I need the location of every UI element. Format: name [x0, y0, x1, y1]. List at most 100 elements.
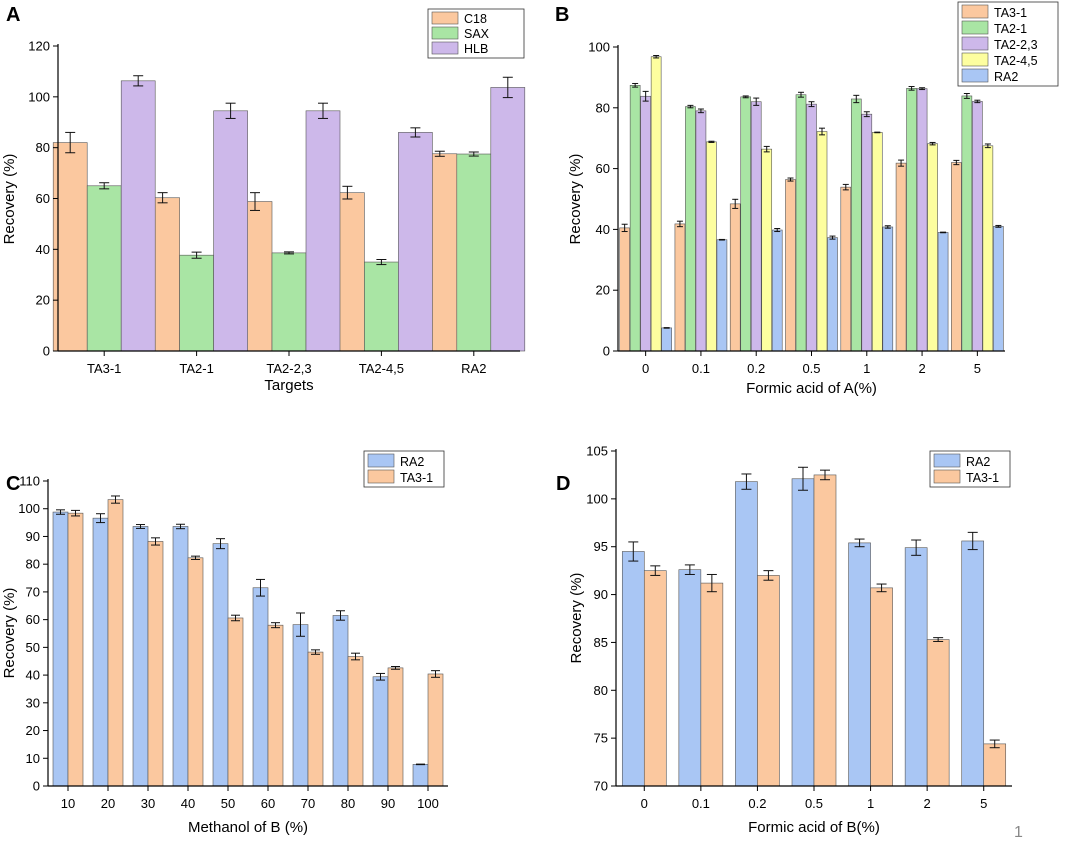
bar-ta3-1-0-2	[757, 575, 780, 787]
y-tick-label: 20	[596, 283, 610, 298]
error-bar	[502, 76, 513, 99]
x-tick-label: 30	[141, 796, 155, 811]
y-tick-label: 20	[36, 293, 50, 308]
y-tick-label: 70	[26, 584, 40, 599]
bar-ta2-4-5-5	[982, 145, 994, 352]
error-bar	[391, 665, 400, 670]
y-tick-label: 10	[26, 751, 40, 766]
y-tick-label: 60	[26, 612, 40, 627]
bar-ta2-2-3-2	[916, 88, 928, 352]
y-tick-label: 90	[594, 587, 608, 602]
y-tick-label: 100	[18, 501, 40, 516]
error-bar	[111, 495, 120, 504]
error-bar	[820, 469, 830, 481]
error-bar	[151, 537, 160, 546]
error-bar	[256, 578, 265, 597]
bar-ra2-0-1	[716, 239, 728, 352]
bar-ta3-1-0-5	[813, 474, 837, 787]
bar-ra2-0-5	[791, 478, 815, 787]
error-bar	[96, 513, 105, 524]
error-bar	[284, 251, 294, 255]
error-bar	[763, 145, 770, 153]
x-axis-label: Targets	[264, 377, 313, 394]
bar-ta3-1-70	[307, 651, 324, 787]
error-bar	[911, 539, 922, 556]
y-tick-label: 70	[594, 779, 608, 794]
legend-swatch-hlb	[431, 41, 459, 55]
bar-ra2-1	[848, 542, 871, 787]
y-tick-label: 80	[594, 683, 608, 698]
legend-label: RA2	[966, 455, 990, 469]
error-bar	[318, 102, 328, 119]
y-tick-label: 30	[26, 695, 40, 710]
error-bar	[718, 238, 725, 241]
bar-ta3-1-10	[67, 512, 84, 787]
x-tick-label: 0	[641, 796, 648, 811]
x-tick-label: 0	[642, 361, 649, 376]
bar-ta2-2-3-0-1	[695, 110, 707, 352]
bar-ra2-90	[372, 676, 389, 787]
bar-ra2-0-5	[827, 237, 838, 352]
error-bar	[231, 614, 240, 622]
error-bar	[56, 509, 65, 515]
bar-ta2-1-2	[906, 88, 917, 352]
chart-panel-a: A 0 20 40 60 80 100 120 TA3-1 TA2-1 TA2-2,3 TA2-4,5…	[1, 4, 526, 394]
error-bar	[908, 86, 915, 91]
x-tick-label: 60	[261, 796, 275, 811]
error-bar	[336, 610, 345, 621]
error-bar	[829, 235, 836, 240]
legend-label: TA3-1	[966, 471, 999, 485]
error-bar	[842, 183, 849, 191]
legend-label: TA3-1	[994, 6, 1027, 20]
bar-ra2-0	[661, 327, 672, 352]
error-bar	[431, 670, 440, 678]
bar-ra2-0-1	[678, 569, 702, 787]
legend-label: C18	[464, 12, 487, 26]
x-tick-label: 20	[101, 796, 115, 811]
error-bar	[732, 198, 739, 209]
panel-label: B	[555, 4, 569, 26]
x-tick-label: 80	[341, 796, 355, 811]
error-bar	[967, 531, 978, 551]
y-tick-label: 95	[594, 539, 608, 554]
error-bar	[410, 127, 421, 138]
bar-c18-TA3-1	[52, 142, 88, 352]
bar-ta2-4-5-0-2	[761, 148, 773, 352]
bar-ra2-5	[961, 540, 985, 787]
x-tick-label: TA2-1	[179, 361, 213, 376]
y-tick-label: 60	[596, 161, 610, 176]
error-bar	[376, 672, 385, 681]
bar-ta2-1-0-1	[685, 106, 696, 352]
bar-ta3-1-30	[147, 541, 164, 787]
error-bar	[940, 231, 947, 234]
bar-ta3-1-5	[983, 743, 1007, 787]
error-bar	[99, 182, 110, 190]
bar-ta2-4-5-0-1	[706, 141, 717, 352]
error-bar	[753, 97, 760, 106]
error-bar	[874, 131, 881, 134]
chart-panel-c: C 0 10 20 30 40 50 60 70 80 90 100 110 10 20 30 40 50 60 70…	[1, 450, 448, 836]
x-axis-label: Methanol of B (%)	[188, 819, 308, 836]
bar-ta3-1-0-1	[674, 223, 686, 352]
x-tick-label: 0.5	[802, 361, 820, 376]
bar-ta2-2-3-1	[861, 113, 873, 352]
legend-swatch-ra2	[933, 453, 961, 468]
legend-swatch-ta2-4-5	[961, 52, 989, 67]
bar-ta3-1-60	[267, 624, 284, 787]
bar-ta2-4-5-0-5	[816, 131, 828, 352]
bar-ta3-1-0-5	[785, 179, 796, 352]
x-tick-label: TA3-1	[87, 361, 121, 376]
bar-ra2-70	[292, 624, 309, 787]
bar-ta3-1-2	[895, 162, 907, 352]
panel-label: A	[6, 4, 20, 26]
y-tick-label: 0	[43, 344, 50, 359]
bar-ra2-10	[52, 511, 69, 787]
error-bar	[250, 192, 260, 211]
legend: TA3-1 TA2-1 TA2-2,3 TA2-4,5 RA2	[957, 1, 1059, 87]
legend-swatch-c18	[431, 11, 459, 25]
legend-swatch-ta2-2-3	[961, 36, 989, 51]
y-tick-label: 60	[36, 191, 50, 206]
x-tick-label: 50	[221, 796, 235, 811]
error-bar	[632, 82, 639, 88]
